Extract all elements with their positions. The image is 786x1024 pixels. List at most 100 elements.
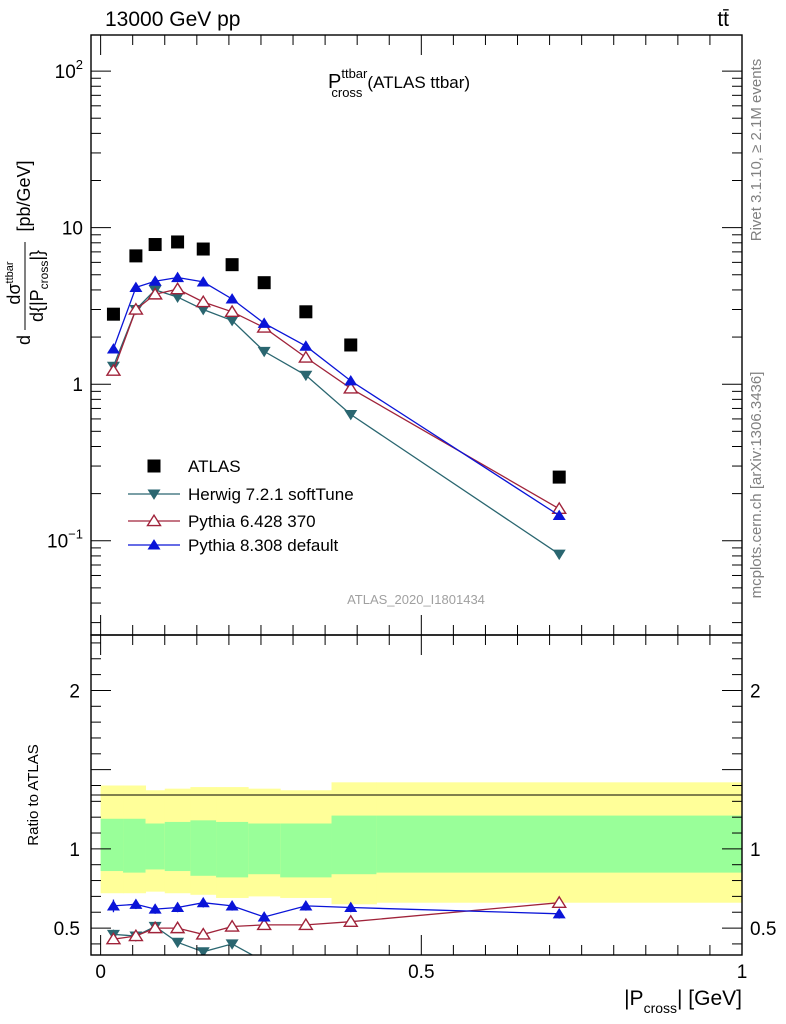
ratio-line-pythia6 <box>113 902 560 940</box>
ratio-point-pythia8-9 <box>552 907 566 919</box>
point-pythia6-0 <box>105 363 122 376</box>
point-pythia6-7 <box>298 350 314 363</box>
main-y-tick-label-0: 102 <box>55 57 83 83</box>
point-data-5 <box>225 258 239 272</box>
energy-label: 13000 GeV pp <box>105 8 240 31</box>
point-herwig-9 <box>552 549 566 561</box>
point-herwig-7 <box>299 370 313 382</box>
ratio-series-pythia6 <box>105 895 567 945</box>
point-pythia8-8 <box>344 375 358 386</box>
legend-entry-pythia6: Pythia 6.428 370 <box>128 512 316 531</box>
ylabel-numerator: dσttbar <box>4 261 24 304</box>
band-inner-8 <box>331 815 377 875</box>
band-inner-3 <box>164 821 191 872</box>
analysis-watermark: ATLAS_2020_I1801434 <box>347 592 485 607</box>
point-pythia8-6 <box>257 317 271 328</box>
main-y-tick-label-2: 1 <box>72 375 83 396</box>
band-inner-9 <box>376 815 743 873</box>
legend-marker-herwig <box>128 489 180 500</box>
ratio-point-pythia8-6 <box>257 911 271 922</box>
legend-entry-herwig: Herwig 7.2.1 softTune <box>128 485 354 504</box>
point-pythia8-0 <box>106 343 120 354</box>
ratio-point-pythia8-3 <box>171 901 185 913</box>
legend-marker-pythia6 <box>128 513 180 527</box>
legend-marker-pythia8 <box>128 539 180 550</box>
legend-label-atlas: ATLAS <box>188 457 241 476</box>
point-pythia6-5 <box>224 304 240 318</box>
ylabel-unit: [pb/GeV] <box>14 160 34 231</box>
series-line-pythia8 <box>112 276 560 517</box>
ratio-point-pythia6-1 <box>128 928 144 942</box>
ratio-point-pythia6-3 <box>169 920 186 934</box>
ratio-point-pythia8-8 <box>344 901 358 913</box>
point-pythia8-3 <box>171 271 185 283</box>
x-tick-label-2: 1 <box>737 962 748 983</box>
band-inner-5 <box>216 821 249 878</box>
point-pythia8-7 <box>299 340 313 351</box>
ratio-point-pythia6-8 <box>342 914 359 927</box>
legend-label-pythia6: Pythia 6.428 370 <box>188 512 316 531</box>
ratio-y-tick-label-left-0: 2 <box>69 681 80 702</box>
band-inner-7 <box>280 823 333 878</box>
mcplots-label: mcplots.cern.ch [arXiv:1306.3436] <box>748 372 765 599</box>
ratio-bands <box>100 782 743 905</box>
ratio-point-pythia6-0 <box>105 931 122 945</box>
panel-title: Pttbar cross(ATLAS ttbar) <box>328 66 470 100</box>
point-pythia6-3 <box>169 281 186 295</box>
process-label: tt̄ <box>717 8 729 31</box>
point-herwig-3 <box>171 292 185 303</box>
ratio-point-herwig-4 <box>196 947 210 955</box>
x-tick-label-1: 0.5 <box>408 962 434 983</box>
x-tick-labels: 0 0.5 1 <box>95 962 747 983</box>
ratio-point-pythia6-5 <box>224 919 240 932</box>
ratio-point-herwig-5 <box>225 939 239 950</box>
point-data-0 <box>106 307 120 321</box>
legend-label-pythia8: Pythia 8.308 default <box>188 536 339 555</box>
legend-entry-pythia8: Pythia 8.308 default <box>128 536 339 555</box>
ratio-series-layer <box>105 895 567 955</box>
ratio-point-pythia8-1 <box>129 898 143 909</box>
main-series-layer <box>105 235 567 561</box>
ratio-series-pythia8 <box>106 896 566 922</box>
point-data-9 <box>552 470 566 484</box>
point-pythia8-2 <box>148 275 162 286</box>
point-pythia6-2 <box>147 287 163 300</box>
ratio-point-herwig-3 <box>171 937 185 949</box>
band-inner-4 <box>190 820 217 876</box>
point-data-1 <box>129 249 143 263</box>
ratio-point-pythia6-6 <box>256 917 272 931</box>
ratio-panel: 2 21 10.5 0.5 0 0.5 1 Ratio to ATLAS |Pcross|… <box>25 634 777 1016</box>
ratio-y-tick-label-right-1: 1 <box>750 840 761 861</box>
ratio-point-pythia6-4 <box>195 927 212 940</box>
ratio-y-axis-label: Ratio to ATLAS <box>25 744 42 845</box>
main-ticks-layer <box>91 35 743 635</box>
main-y-axis-label: d dσttbar d{|Pcross|} [pb/GeV] <box>4 160 51 345</box>
series-line-pythia6 <box>112 288 560 510</box>
legend-symbol-herwig <box>147 489 161 500</box>
main-y-tick-label-3: 10−1 <box>47 527 83 553</box>
x-axis-label: |Pcross| [GeV] <box>624 987 742 1016</box>
x-tick-label-0: 0 <box>95 962 106 983</box>
ratio-frame <box>90 634 743 956</box>
point-herwig-5 <box>225 315 239 327</box>
band-inner-0 <box>100 818 124 872</box>
rivet-label: Rivet 3.1.10, ≥ 2.1M events <box>748 59 765 242</box>
point-pythia8-1 <box>129 281 143 292</box>
legend-symbol-pythia8 <box>147 539 161 550</box>
ratio-ticks-layer <box>91 635 743 955</box>
ratio-point-pythia6-9 <box>551 895 567 908</box>
legend-marker-atlas <box>147 459 161 473</box>
ratio-tick-labels: 2 2 1 1 0.5 0.5 <box>54 681 777 940</box>
point-pythia8-5 <box>225 293 239 304</box>
point-herwig-6 <box>257 346 271 358</box>
ratio-y-tick-label-left-1: 1 <box>69 840 80 861</box>
point-data-7 <box>299 305 313 319</box>
legend-entry-atlas: ATLAS <box>147 457 241 476</box>
main-panel: 102 10 1 10−1 Pttbar cross(ATLAS ttbar) d dσ… <box>4 34 743 636</box>
point-pythia8-9 <box>552 509 566 521</box>
point-data-2 <box>148 238 162 252</box>
point-pythia8-4 <box>196 276 210 287</box>
legend-label-herwig: Herwig 7.2.1 softTune <box>188 485 354 504</box>
band-inner-2 <box>145 823 166 870</box>
